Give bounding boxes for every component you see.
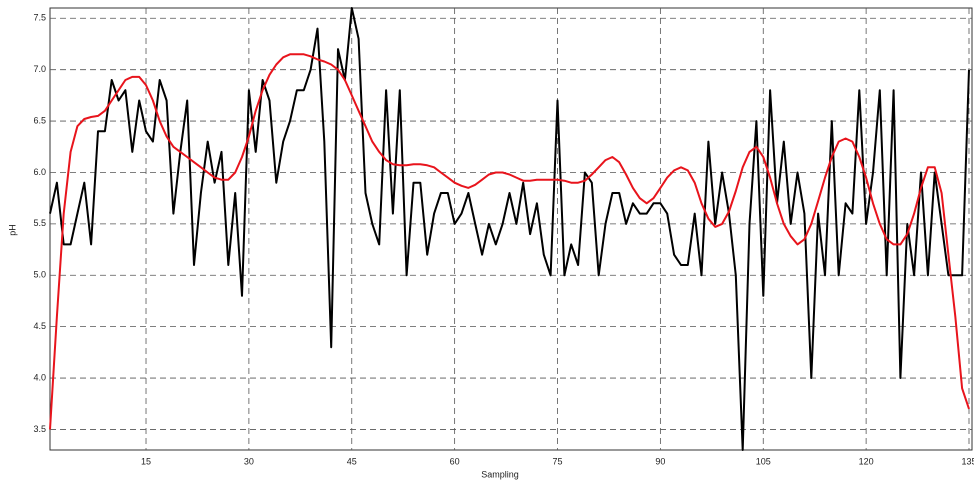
y-tick-label: 7.5 [33, 13, 46, 23]
x-tick-label: 75 [552, 456, 562, 466]
y-tick-label: 4.5 [33, 321, 46, 331]
y-tick-label: 6.5 [33, 115, 46, 125]
x-tick-label: 120 [859, 456, 874, 466]
series-line [49, 7, 970, 451]
x-tick-label: 60 [450, 456, 460, 466]
y-tick-label: 7.0 [33, 64, 46, 74]
x-tick-label: 90 [655, 456, 665, 466]
x-tick-label: 135 [961, 456, 974, 466]
x-axis-label: Sampling [481, 469, 519, 479]
y-tick-label: 6.0 [33, 167, 46, 177]
y-tick-label: 3.5 [33, 424, 46, 434]
x-tick-label: 105 [756, 456, 771, 466]
y-axis-label: pH [7, 224, 17, 236]
y-tick-label: 5.5 [33, 218, 46, 228]
x-tick-label: 45 [347, 456, 357, 466]
y-tick-label: 5.0 [33, 270, 46, 280]
y-tick-label: 4.0 [33, 372, 46, 382]
series-line [49, 53, 970, 430]
x-tick-label: 30 [244, 456, 254, 466]
x-tick-label: 15 [141, 456, 151, 466]
plot-frame [49, 7, 973, 451]
